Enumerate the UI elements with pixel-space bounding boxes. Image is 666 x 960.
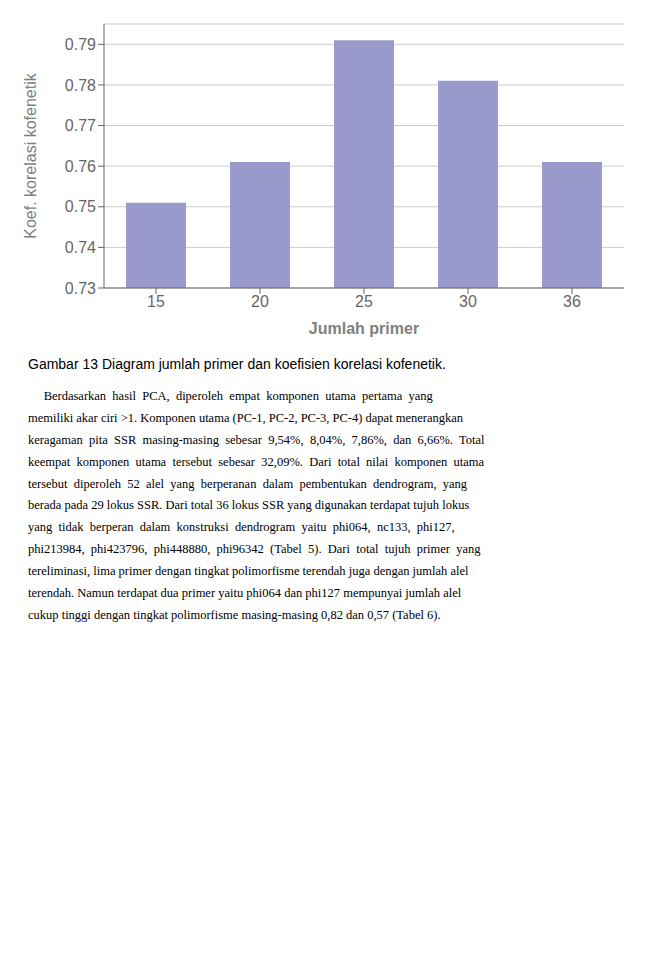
html-text:Gambar 13 Diagram jumlah prime: Gambar 13 Diagram jumlah primer dan koef… bbox=[28, 356, 446, 372]
svg-text:Koef. korelasi kofenetik: Koef. korelasi kofenetik bbox=[22, 72, 39, 238]
svg-text:0.77: 0.77 bbox=[65, 117, 96, 134]
svg-text:Jumlah primer: Jumlah primer bbox=[309, 320, 419, 337]
html-text:Berdasarkan hasil PCA, diperol: Berdasarkan hasil PCA, diperoleh empat k… bbox=[28, 389, 433, 403]
html-text:yang tidak berperan dalam kons: yang tidak berperan dalam konstruksi den… bbox=[28, 520, 455, 535]
svg-text:15: 15 bbox=[147, 293, 165, 310]
svg-text:0.75: 0.75 bbox=[65, 198, 96, 215]
html-text:terendah. Namun terdapat dua p: terendah. Namun terdapat dua primer yait… bbox=[28, 585, 462, 600]
svg-text:20: 20 bbox=[251, 293, 269, 310]
svg-text:0.79: 0.79 bbox=[65, 36, 96, 53]
html-text:phi213984, phi423796, phi44888: phi213984, phi423796, phi448880, phi9634… bbox=[28, 542, 481, 557]
svg-text:25: 25 bbox=[355, 293, 373, 310]
svg-text:0.74: 0.74 bbox=[65, 239, 96, 256]
svg-text:36: 36 bbox=[563, 293, 581, 310]
html-text:keragaman pita SSR masing-masi: keragaman pita SSR masing-masing sebesar… bbox=[28, 432, 485, 447]
svg-text:0.78: 0.78 bbox=[65, 77, 96, 94]
html-text:cukup tinggi dengan tingkat po: cukup tinggi dengan tingkat polimorfisme… bbox=[28, 607, 441, 622]
html-text:berada pada 29 lokus SSR. Dari: berada pada 29 lokus SSR. Dari total 36 … bbox=[28, 498, 470, 513]
html-text:memiliki akar ciri >1. Kompone: memiliki akar ciri >1. Komponen utama (P… bbox=[28, 410, 464, 425]
svg-text:0.73: 0.73 bbox=[65, 280, 96, 297]
html-text:tersebut diperoleh 52 alel yan: tersebut diperoleh 52 alel yang berperan… bbox=[28, 476, 468, 491]
svg-text:30: 30 bbox=[459, 293, 477, 310]
svg-text:0.76: 0.76 bbox=[65, 158, 96, 175]
html-text:keempat komponen utama tersebu: keempat komponen utama tersebut sebesar … bbox=[28, 454, 485, 469]
html-text:tereliminasi, lima primer deng: tereliminasi, lima primer dengan tingkat… bbox=[28, 564, 469, 578]
